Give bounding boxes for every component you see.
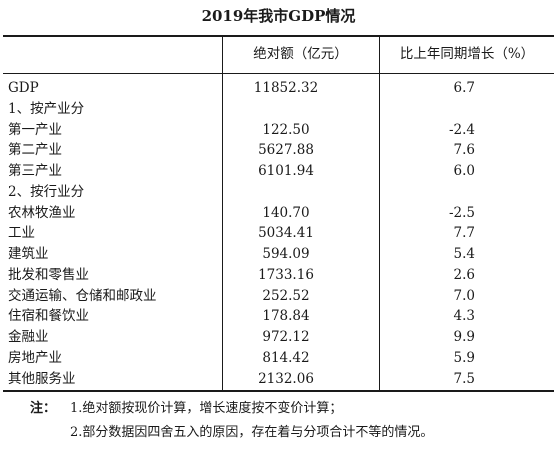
row-growth: 7.0 [453, 287, 475, 304]
row-name: 住宿和餐饮业 [8, 308, 89, 325]
row-name: 第一产业 [8, 121, 62, 138]
table-row: 2、按行业分 [0, 182, 557, 203]
row-value: 6101.94 [258, 163, 314, 179]
row-name: GDP [8, 80, 39, 96]
row-name: 工业 [8, 225, 35, 242]
row-growth: 7.7 [453, 225, 475, 242]
header-value: 绝对额（亿元） [253, 46, 348, 62]
row-growth: 5.9 [453, 349, 475, 366]
row-name: 批发和零售业 [8, 266, 89, 283]
column-divider-2 [379, 35, 380, 392]
row-name: 房地产业 [8, 349, 62, 366]
header-rule [3, 73, 554, 74]
note-label: 注： [30, 401, 57, 416]
row-name: 2、按行业分 [8, 183, 85, 200]
row-value: 5034.41 [258, 225, 314, 242]
table-row: 交通运输、仓储和邮政业 252.52 7.0 [0, 286, 557, 307]
row-value: 11852.32 [253, 80, 319, 96]
row-growth: -2.5 [448, 204, 475, 221]
column-divider-1 [222, 35, 223, 392]
table-row: GDP 11852.32 6.7 [0, 78, 557, 99]
row-growth: 9.9 [453, 329, 475, 345]
top-rule [3, 35, 554, 37]
table-row: 1、按产业分 [0, 99, 557, 120]
row-name: 金融业 [8, 329, 49, 345]
row-name: 建筑业 [8, 246, 49, 262]
header-growth: 比上年同期增长（%） [399, 46, 535, 62]
table-row: 工业 5034.41 7.7 [0, 223, 557, 244]
row-growth: 6.0 [453, 163, 475, 179]
table-row: 第二产业 5627.88 7.6 [0, 140, 557, 161]
table-row: 住宿和餐饮业 178.84 4.3 [0, 306, 557, 327]
note-text-2: 2.部分数据因四舍五入的原因，存在着与分项合计不等的情况。 [70, 425, 434, 440]
row-value: 594.09 [262, 246, 310, 262]
table-row: 批发和零售业 1733.16 2.6 [0, 265, 557, 286]
row-value: 1733.16 [258, 266, 314, 283]
row-value: 178.84 [262, 308, 310, 325]
note-text-1: 1.绝对额按现价计算，增长速度按不变价计算； [70, 401, 343, 416]
row-value: 814.42 [262, 349, 310, 366]
row-value: 5627.88 [258, 142, 314, 159]
row-growth: 5.4 [453, 246, 475, 262]
table-row: 其他服务业 2132.06 7.5 [0, 369, 557, 390]
table-row: 建筑业 594.09 5.4 [0, 244, 557, 265]
row-value: 140.70 [262, 204, 310, 221]
table-title: 2019年我市GDP情况 [201, 7, 356, 25]
row-growth: 6.7 [453, 80, 475, 96]
row-growth: 4.3 [453, 308, 475, 325]
row-value: 972.12 [262, 329, 310, 345]
row-name: 第二产业 [8, 142, 62, 159]
table-row: 金融业 972.12 9.9 [0, 327, 557, 348]
row-growth: -2.4 [448, 121, 475, 138]
row-name: 1、按产业分 [8, 100, 85, 117]
row-name: 其他服务业 [8, 370, 76, 387]
row-name: 农林牧渔业 [8, 204, 76, 221]
row-growth: 7.5 [453, 370, 475, 387]
row-growth: 7.6 [453, 142, 475, 159]
table-body: GDP 11852.32 6.7 1、按产业分 第一产业 122.50 -2.4 第二产业 56… [0, 78, 557, 389]
row-growth: 2.6 [453, 266, 475, 283]
table-row: 第三产业 6101.94 6.0 [0, 161, 557, 182]
table-row: 第一产业 122.50 -2.4 [0, 120, 557, 141]
bottom-rule [3, 390, 554, 392]
row-value: 122.50 [262, 121, 310, 138]
row-name: 第三产业 [8, 163, 62, 179]
row-value: 2132.06 [258, 370, 314, 387]
table-row: 农林牧渔业 140.70 -2.5 [0, 203, 557, 224]
row-name: 交通运输、仓储和邮政业 [8, 287, 157, 304]
row-value: 252.52 [262, 287, 310, 304]
table-row: 房地产业 814.42 5.9 [0, 348, 557, 369]
